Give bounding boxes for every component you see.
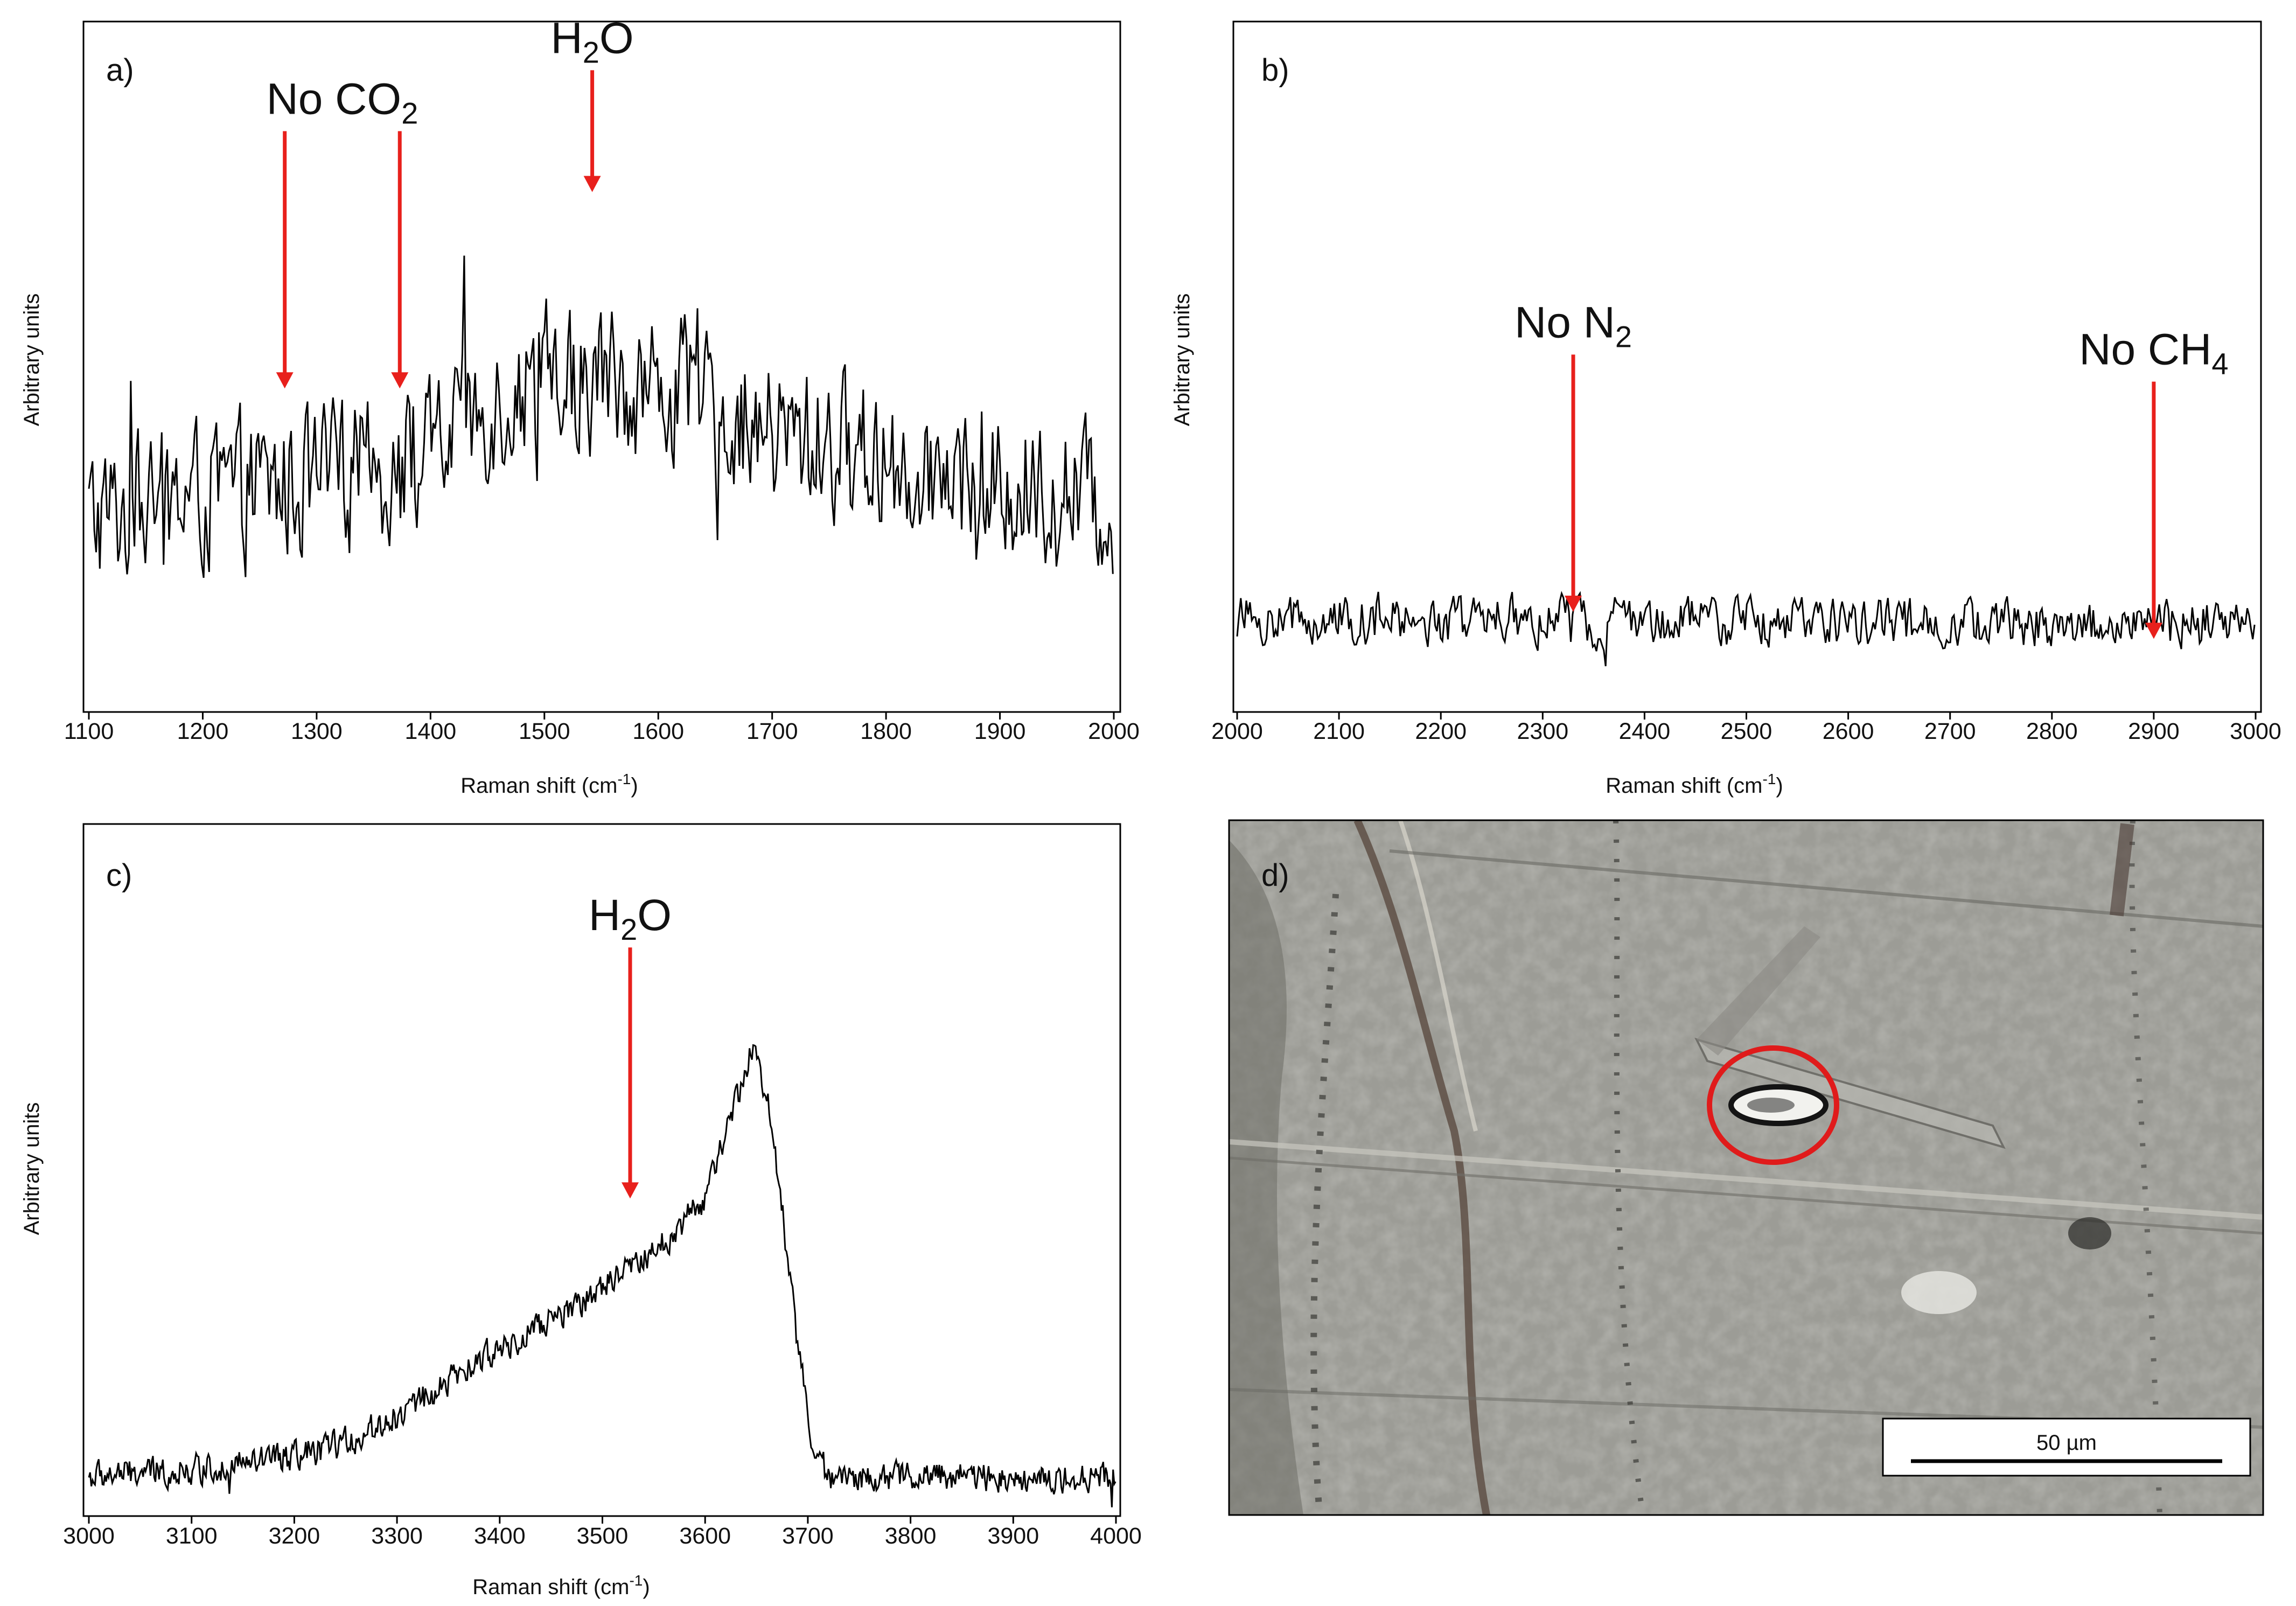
panel-a-xtick-label-1100: 1100 — [64, 718, 114, 744]
inclusion-highlight-circle — [1707, 1045, 1839, 1165]
panel-c-label: c) — [106, 858, 132, 893]
scale-bar-box — [1882, 1418, 2251, 1477]
micrograph-fracture-2 — [1229, 1139, 2263, 1220]
panel-b-ylabel: Arbitrary units — [1170, 294, 1194, 427]
panel-b-xtick-label-2800: 2800 — [2026, 718, 2078, 744]
panel-a-xtick-label-1300: 1300 — [291, 718, 343, 744]
micrograph-elongate-crystal — [1694, 1037, 2006, 1149]
micrograph-inclusion-trail-2 — [1310, 893, 1339, 1515]
panel-a-xtick-label-1900: 1900 — [974, 718, 1026, 744]
panel-a-xtick-label-1800: 1800 — [860, 718, 912, 744]
panel-c-xtick-label-3600: 3600 — [679, 1523, 731, 1549]
panel-c-xlabel: Raman shift (cm-1) — [472, 1572, 650, 1599]
panel-b-xtick-label-2600: 2600 — [1823, 718, 1874, 744]
panel-a-spectrum-line — [88, 255, 1114, 578]
panel-d-label: d) — [1261, 858, 1289, 893]
micrograph-wedge — [1697, 926, 1820, 1056]
panel-c-xtick-label-3100: 3100 — [166, 1523, 218, 1549]
micrograph-dark-inclusion — [2068, 1217, 2111, 1249]
panel-b-chart: 2000 2100 2200 2300 2400 2500 2600 2700 2800 2900… — [1170, 20, 2281, 798]
panel-c-xtick-label-3200: 3200 — [269, 1523, 320, 1549]
panel-c-chart: 3000 3100 3200 3300 3400 3500 3600 3700 3800 3900… — [20, 823, 1142, 1599]
panel-c-arrowhead-0 — [621, 1182, 639, 1199]
panel-b-annotation-1: No CH4 — [2079, 325, 2228, 381]
panel-c-xtick-label-3400: 3400 — [474, 1523, 526, 1549]
panel-c-xtick-label-3800: 3800 — [885, 1523, 937, 1549]
panel-b-xtick-label-2400: 2400 — [1619, 718, 1671, 744]
panel-a-chart: 1100 1200 1300 1400 1500 1600 1700 1800 1900 2000… — [20, 13, 1140, 798]
panel-d-micrograph: d) 50 µm — [1228, 819, 2264, 1516]
panel-b-xlabel: Raman shift (cm-1) — [1606, 771, 1783, 798]
scale-bar-label: 50 µm — [2036, 1431, 2097, 1455]
scale-bar: 50 µm — [1882, 1418, 2251, 1477]
panel-c-xtick-label-3000: 3000 — [63, 1523, 115, 1549]
panel-a-xlabel: Raman shift (cm-1) — [460, 771, 638, 798]
micrograph-dark-vein — [2110, 823, 2134, 917]
panel-a-xtick-label-1700: 1700 — [746, 718, 798, 744]
panel-a-xtick-label-1600: 1600 — [632, 718, 684, 744]
panel-b-xtick-label-2300: 2300 — [1517, 718, 1568, 744]
panel-c-ylabel: Arbitrary units — [20, 1102, 44, 1235]
panel-b-xtick-label-2100: 2100 — [1313, 718, 1365, 744]
panel-a-annotation-0: No CO2 — [267, 75, 418, 130]
fluid-inclusion-bubble — [1747, 1098, 1795, 1113]
panel-b-xtick-label-2700: 2700 — [1924, 718, 1976, 744]
panel-a-frame — [82, 20, 1121, 713]
panel-a-ylabel: Arbitrary units — [20, 294, 44, 427]
panel-a-xtick-label-2000: 2000 — [1088, 718, 1140, 744]
panel-b-arrowhead-0 — [1565, 596, 1582, 612]
panel-b-annotation-0: No N2 — [1515, 298, 1632, 353]
panel-a-annotation-2: H2O — [550, 13, 633, 69]
panel-a-label: a) — [106, 53, 134, 88]
micrograph-dark-region — [1229, 840, 1303, 1515]
micrograph-bright-spot — [1901, 1271, 1977, 1314]
panel-c-spectrum-line — [88, 1044, 1116, 1507]
panel-b-xtick-label-2000: 2000 — [1211, 718, 1263, 744]
panel-c-xtick-label-3700: 3700 — [782, 1523, 834, 1549]
panel-a-arrowhead-0 — [276, 372, 294, 389]
panel-b-xtick-label-2900: 2900 — [2128, 718, 2180, 744]
micrograph-texture — [1229, 820, 2263, 1515]
panel-a-xtick-label-1200: 1200 — [177, 718, 229, 744]
panel-a-xtick-label-1400: 1400 — [404, 718, 456, 744]
panel-d-frame — [1228, 819, 2264, 1516]
panel-c-xtick-label-3500: 3500 — [577, 1523, 629, 1549]
panel-a-arrowhead-2 — [583, 176, 601, 192]
panel-a-xtick-label-1500: 1500 — [519, 718, 570, 744]
panel-c-annotation-0: H2O — [589, 891, 672, 946]
panel-b-spectrum-line — [1236, 591, 2256, 667]
panel-b-label: b) — [1261, 53, 1289, 88]
panel-b-arrowhead-1 — [2145, 623, 2162, 639]
panel-a-arrowhead-1 — [391, 372, 409, 389]
panel-c-xtick-label-3900: 3900 — [987, 1523, 1039, 1549]
panel-b-xtick-label-2500: 2500 — [1721, 718, 1772, 744]
panel-c-xtick-label-3300: 3300 — [371, 1523, 423, 1549]
panel-c-xtick-label-4000: 4000 — [1090, 1523, 1142, 1549]
micrograph-grain-boundary — [1353, 820, 1490, 1515]
panel-b-xtick-label-3000: 3000 — [2230, 718, 2281, 744]
micrograph-fracture-1 — [1398, 820, 1478, 1132]
panel-b-xtick-label-2200: 2200 — [1415, 718, 1467, 744]
